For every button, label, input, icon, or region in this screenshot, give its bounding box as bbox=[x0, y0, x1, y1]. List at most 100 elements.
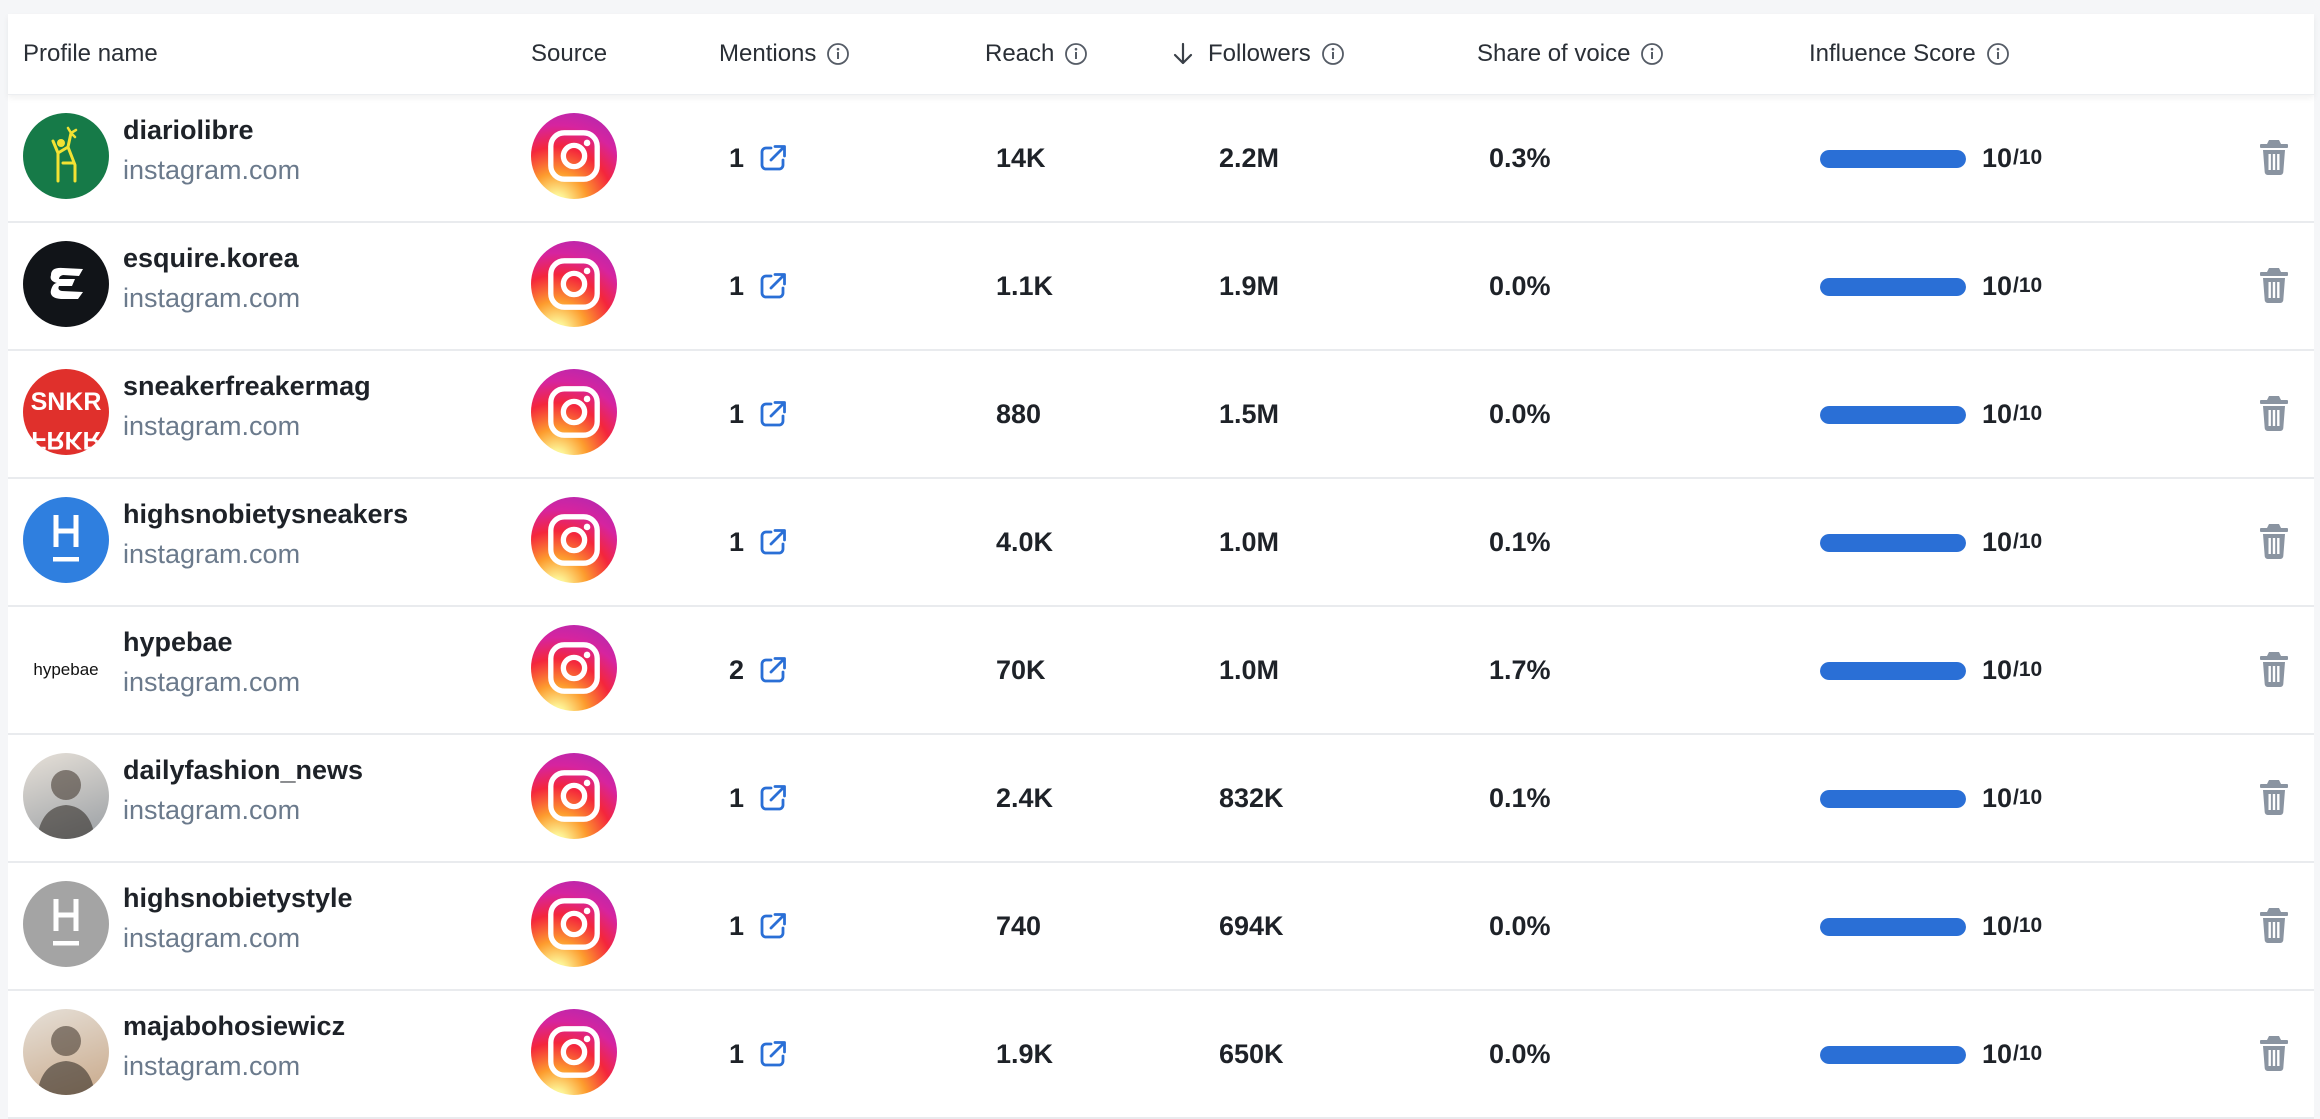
table-header: Profile name Source Mentions Reach Follo… bbox=[8, 14, 2314, 95]
reach-value: 70K bbox=[996, 654, 1046, 685]
trash-icon[interactable] bbox=[2256, 650, 2292, 688]
avatar[interactable] bbox=[23, 881, 109, 967]
header-mentions[interactable]: Mentions bbox=[719, 14, 850, 94]
avatar[interactable] bbox=[23, 1009, 109, 1095]
avatar[interactable] bbox=[23, 753, 109, 839]
info-icon[interactable] bbox=[1986, 42, 2010, 66]
influence-score-value: 10/10 bbox=[1982, 95, 2042, 221]
profile-name[interactable]: esquire.korea bbox=[123, 243, 299, 273]
table-row[interactable]: esquire.korea instagram.com 1 1.1K 1.9M … bbox=[8, 223, 2314, 351]
avatar[interactable]: SNKR FRKR bbox=[23, 369, 109, 455]
trash-icon[interactable] bbox=[2256, 138, 2292, 176]
mentions-value: 1 bbox=[729, 782, 745, 813]
profile-name[interactable]: hypebae bbox=[123, 627, 233, 657]
trash-icon[interactable] bbox=[2256, 394, 2292, 432]
share-of-voice-value: 0.0% bbox=[1489, 1038, 1551, 1069]
external-link-icon[interactable] bbox=[758, 655, 788, 685]
table-row[interactable]: hypebae hypebae instagram.com 2 70K 1.0M… bbox=[8, 607, 2314, 735]
avatar[interactable] bbox=[23, 497, 109, 583]
external-link-icon[interactable] bbox=[758, 143, 788, 173]
external-link-icon[interactable] bbox=[758, 783, 788, 813]
mentions-value: 2 bbox=[729, 654, 745, 685]
table-row[interactable]: majabohosiewicz instagram.com 1 1.9K 650… bbox=[8, 991, 2314, 1119]
trash-icon[interactable] bbox=[2256, 266, 2292, 304]
header-influence-score[interactable]: Influence Score bbox=[1809, 14, 2010, 94]
external-link-icon[interactable] bbox=[758, 1039, 788, 1069]
profile-name[interactable]: highsnobietysneakers bbox=[123, 499, 409, 529]
external-link-icon[interactable] bbox=[758, 399, 788, 429]
instagram-icon bbox=[531, 753, 617, 839]
avatar[interactable] bbox=[23, 241, 109, 327]
influence-score-max: /10 bbox=[2013, 530, 2043, 553]
arrow-down-icon[interactable] bbox=[1170, 41, 1196, 67]
svg-text:hypebae: hypebae bbox=[33, 660, 98, 679]
profile-name[interactable]: dailyfashion_news bbox=[123, 755, 364, 785]
header-share-of-voice-label: Share of voice bbox=[1477, 40, 1631, 67]
header-followers[interactable]: Followers bbox=[1170, 14, 1345, 94]
info-icon[interactable] bbox=[826, 42, 850, 66]
table-body: diariolibre instagram.com 1 14K 2.2M 0.3… bbox=[8, 95, 2314, 1119]
reach-value: 740 bbox=[996, 910, 1042, 941]
reach-value: 1.9K bbox=[996, 1038, 1054, 1069]
influence-score-max: /10 bbox=[2013, 146, 2043, 169]
share-of-voice-value: 0.3% bbox=[1489, 142, 1551, 173]
trash-icon[interactable] bbox=[2256, 906, 2292, 944]
mentions-value: 1 bbox=[729, 142, 745, 173]
table-row[interactable]: highsnobietysneakers instagram.com 1 4.0… bbox=[8, 479, 2314, 607]
external-link-icon[interactable] bbox=[758, 911, 788, 941]
header-influence-score-label: Influence Score bbox=[1809, 40, 1976, 67]
influence-score-value: 10/10 bbox=[1982, 223, 2042, 349]
influence-score-value: 10/10 bbox=[1982, 607, 2042, 733]
instagram-icon bbox=[531, 881, 617, 967]
profile-domain: instagram.com bbox=[123, 539, 301, 569]
trash-icon[interactable] bbox=[2256, 1034, 2292, 1072]
trash-icon[interactable] bbox=[2256, 778, 2292, 816]
external-link-icon[interactable] bbox=[758, 271, 788, 301]
influence-score-number: 10 bbox=[1982, 142, 2013, 173]
table-row[interactable]: SNKR FRKR sneakerfreakermag instagram.com… bbox=[8, 351, 2314, 479]
influence-score-bar bbox=[1820, 790, 1966, 808]
followers-value: 2.2M bbox=[1219, 142, 1280, 173]
influence-score-bar bbox=[1820, 150, 1966, 168]
header-reach[interactable]: Reach bbox=[985, 14, 1088, 94]
header-reach-label: Reach bbox=[985, 40, 1055, 67]
header-profile-name[interactable]: Profile name bbox=[23, 14, 158, 94]
influence-score-bar-fill bbox=[1820, 406, 1966, 424]
info-icon[interactable] bbox=[1321, 42, 1345, 66]
table-row[interactable]: highsnobietystyle instagram.com 1 740 69… bbox=[8, 863, 2314, 991]
influence-score-bar bbox=[1820, 1046, 1966, 1064]
influence-score-max: /10 bbox=[2013, 1042, 2043, 1065]
header-share-of-voice[interactable]: Share of voice bbox=[1477, 14, 1664, 94]
share-of-voice-value: 0.1% bbox=[1489, 526, 1551, 557]
table-row[interactable]: diariolibre instagram.com 1 14K 2.2M 0.3… bbox=[8, 95, 2314, 223]
trash-icon[interactable] bbox=[2256, 522, 2292, 560]
share-of-voice-value: 0.0% bbox=[1489, 910, 1551, 941]
avatar[interactable]: hypebae bbox=[23, 625, 109, 711]
info-icon[interactable] bbox=[1064, 42, 1088, 66]
influence-score-max: /10 bbox=[2013, 914, 2043, 937]
mentions-cell: 1 bbox=[729, 991, 788, 1117]
info-icon[interactable] bbox=[1640, 42, 1664, 66]
mentions-value: 1 bbox=[729, 270, 745, 301]
influence-score-bar-fill bbox=[1820, 150, 1966, 168]
profiles-table: Profile name Source Mentions Reach Follo… bbox=[8, 14, 2314, 1119]
followers-value: 1.5M bbox=[1219, 398, 1280, 429]
table-row[interactable]: dailyfashion_news instagram.com 1 2.4K 8… bbox=[8, 735, 2314, 863]
influence-score-bar-fill bbox=[1820, 918, 1966, 936]
header-source[interactable]: Source bbox=[531, 14, 607, 94]
avatar[interactable] bbox=[23, 113, 109, 199]
influence-score-value: 10/10 bbox=[1982, 735, 2042, 861]
profile-name[interactable]: majabohosiewicz bbox=[123, 1011, 346, 1041]
instagram-icon bbox=[531, 369, 617, 455]
profile-name[interactable]: diariolibre bbox=[123, 115, 254, 145]
profile-name[interactable]: sneakerfreakermag bbox=[123, 371, 371, 401]
influence-score-value: 10/10 bbox=[1982, 351, 2042, 477]
influence-score-bar bbox=[1820, 406, 1966, 424]
mentions-cell: 1 bbox=[729, 735, 788, 861]
mentions-cell: 2 bbox=[729, 607, 788, 733]
followers-value: 1.0M bbox=[1219, 654, 1280, 685]
influence-score-bar bbox=[1820, 278, 1966, 296]
external-link-icon[interactable] bbox=[758, 527, 788, 557]
profile-name[interactable]: highsnobietystyle bbox=[123, 883, 353, 913]
influence-score-max: /10 bbox=[2013, 658, 2043, 681]
